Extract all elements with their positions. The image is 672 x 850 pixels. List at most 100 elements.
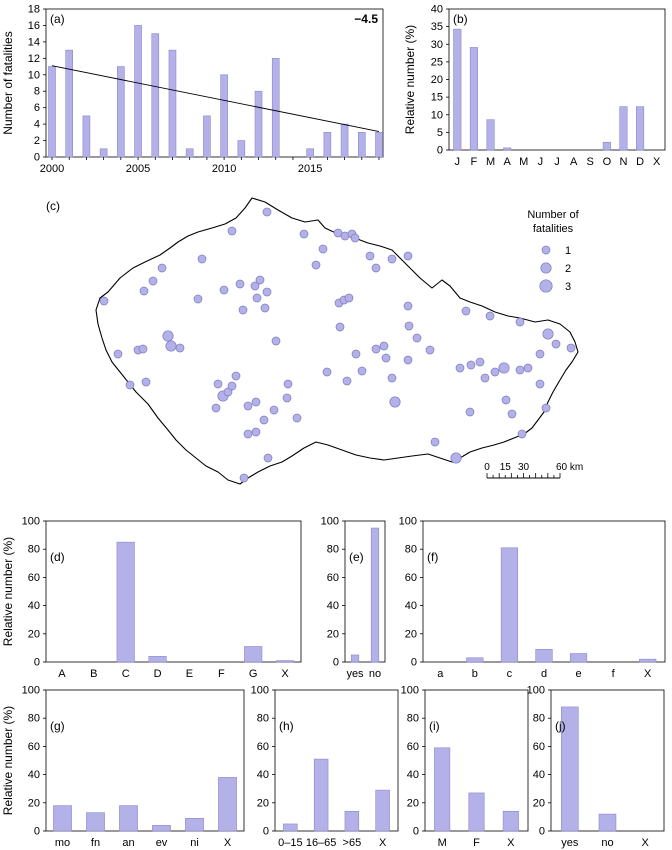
panel-a-bar [134,25,142,158]
panel-e-bar [350,654,360,663]
panel-i-y-tick-label: 20 [407,797,419,809]
panel-e-bars [350,527,380,663]
panel-b-x-tick-label: J [538,156,544,168]
panel-f-frame [422,520,666,663]
panel-d-y-tick-label: 100 [22,516,40,528]
panel-g-bar [185,818,204,832]
panel-d-y-tick-label: 80 [28,544,40,556]
panel-a-frame [45,8,384,158]
panel-g-x-tick-label: ev [156,837,168,849]
fatality-point [425,345,435,355]
panel-a-y-axis: 0 2 4 6 8 10 12 14 16 18 Number of fatalities [1,4,46,164]
fatality-point [515,365,525,375]
panel-b-x-tick-label: D [636,156,644,168]
scale-label: 60 km [556,462,583,473]
panel-i-y-tick-label: 80 [407,713,419,725]
panel-i-y-tick-label: 60 [407,741,419,753]
panel-d-x-tick-label: B [90,668,97,680]
panel-b-x-tick-label: M [486,156,495,168]
panel-c-label: (c) [46,199,60,213]
panel-f-bars [466,547,657,663]
fatality-point [139,286,149,296]
panel-a-bar [237,140,246,158]
fatality-point [227,226,237,236]
panel-i-bars [434,747,519,832]
legend-marker [539,279,553,293]
fatality-point [193,294,203,304]
fatality-point [99,296,109,306]
panel-a-y-tick-label: 12 [28,53,40,65]
fatality-point [403,301,413,311]
panel-h-bar [283,823,298,832]
fatality-point [371,263,381,273]
panel-d-x-tick-label: E [186,668,193,680]
panel-a-x-tick-label: 2010 [212,163,236,175]
panel-e-x-tick-label: no [369,668,381,680]
panel-f-y-tick-label: 0 [411,657,417,669]
fatality-point [381,353,391,363]
panel-d-bar [275,660,295,663]
panel-b-x-tick-label: A [570,156,578,168]
panel-b-y-tick-label: 10 [431,109,443,121]
panel-i-x-tick-label: M [438,837,447,849]
fatality-point [335,322,345,332]
fatality-point [351,349,361,359]
panel-d-bar [244,646,263,663]
panel-a-bar [254,90,263,158]
legend-label: 2 [565,263,571,275]
fatality-point [271,336,281,346]
panel-i-y-tick-label: 40 [407,769,419,781]
panel-f-x-tick-label: c [507,668,513,680]
panel-h-y-tick-label: 100 [251,685,269,697]
panel-g-bar [152,825,171,832]
panel-d-y-axis-title: Relative number (%) [1,537,15,646]
panel-j-y-tick-label: 20 [533,797,545,809]
panel-i-label: (i) [429,719,440,733]
panel-d-y-tick-label: 0 [34,657,40,669]
fatality-point [403,251,413,261]
panel-h-y-tick-label: 60 [257,741,269,753]
panel-b-frame [448,8,666,151]
panel-b-bar [602,141,611,151]
panel-h-y-axis: 0 20 40 60 80 100 [251,685,275,838]
fatality-point [148,276,158,286]
panel-g-y-axis-title: Relative number (%) [1,706,15,815]
panel-e-y-tick-label: 80 [327,544,339,556]
panel-d-y-tick-label: 20 [28,628,40,640]
panel-d-y-axis: 0 20 40 60 80 100 Relative number (%) [1,516,46,669]
panel-d-frame [45,520,302,663]
panel-h-frame [274,689,399,832]
panel-g-x-tick-labels: mo fn an ev ni X [55,837,232,849]
fatality-point [490,367,500,377]
fatality-point [251,397,261,407]
fatality-point [322,367,332,377]
fatality-point [485,311,495,321]
panel-h-y-tick-label: 20 [257,797,269,809]
panel-d-y-tick-label: 60 [28,572,40,584]
panel-b-y-tick-label: 5 [437,127,443,139]
fatality-point [243,429,253,439]
panel-e-frame [344,520,386,663]
panel-b-bar [636,106,645,151]
panel-a-y-tick-label: 8 [34,86,40,98]
panel-a-trend-line [51,65,380,132]
panel-b-x-tick-label: S [587,156,594,168]
panel-e-y-tick-label: 60 [327,572,339,584]
panel-i-y-tick-label: 100 [401,685,419,697]
fatality-point [461,306,471,316]
panel-b-label: (b) [453,12,468,26]
fatality-point [412,333,422,343]
panel-g-y-tick-label: 0 [34,826,40,838]
panel-a-bar [151,33,160,158]
fatality-point [523,363,533,373]
panel-b-bar [619,106,628,151]
fatality-point [357,366,367,376]
fatality-point [162,330,174,342]
panel-a-bar [271,58,280,158]
panel-f-y-tick-label: 60 [405,572,417,584]
fatality-point [255,275,265,285]
panel-a-x-tick-label: 2005 [126,163,150,175]
